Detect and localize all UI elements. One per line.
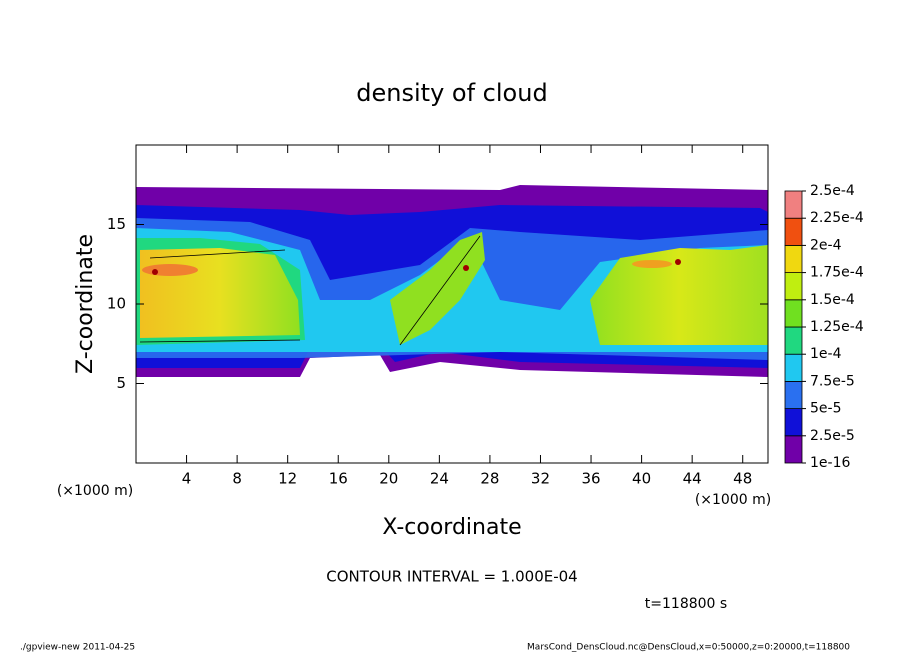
- x-tick-label: 12: [278, 470, 297, 488]
- x-tick-label: 32: [531, 470, 550, 488]
- colorbar-band: [784, 326, 803, 355]
- colorbar-label: 7.5e-5: [810, 373, 855, 389]
- y-tick-label: 5: [116, 374, 126, 392]
- colorbar-label: 1.25e-4: [810, 319, 864, 335]
- x-tick-label: 48: [733, 470, 752, 488]
- colorbar-band: [784, 353, 803, 382]
- footer-right: MarsCond_DensCloud.nc@DensCloud,x=0:5000…: [527, 643, 850, 653]
- time-note: t=118800 s: [645, 596, 727, 612]
- x-tick-label: 36: [581, 470, 600, 488]
- colorbar-band: [784, 272, 803, 301]
- chart-title: density of cloud: [356, 79, 547, 107]
- x-tick-label: 40: [632, 470, 651, 488]
- x-unit-right: (×1000 m): [695, 492, 771, 508]
- x-unit-left: (×1000 m): [57, 483, 133, 499]
- x-tick-label: 28: [480, 470, 499, 488]
- footer-left: ./gpview-new 2011-04-25: [20, 643, 135, 653]
- x-tick-label: 4: [182, 470, 192, 488]
- colorbar-band: [784, 244, 803, 273]
- x-axis-label: X-coordinate: [382, 515, 521, 540]
- x-tick-label: 24: [430, 470, 449, 488]
- y-tick-label: 15: [107, 215, 126, 233]
- colorbar-label: 1e-16: [810, 455, 850, 471]
- colorbar-band: [784, 408, 803, 437]
- colorbar-label: 2e-4: [810, 237, 842, 253]
- colorbar-label: 2.5e-5: [810, 428, 855, 444]
- x-tick-label: 44: [683, 470, 702, 488]
- colorbar-band: [784, 190, 803, 219]
- colorbar-label: 2.5e-4: [810, 183, 855, 199]
- field: [136, 185, 768, 377]
- colorbar-label: 1.5e-4: [810, 292, 855, 308]
- x-tick-label: 20: [379, 470, 398, 488]
- colorbar-band: [784, 435, 803, 464]
- y-axis-label: Z-coordinate: [73, 234, 98, 374]
- colorbar-band: [784, 380, 803, 409]
- x-tick-label: 8: [232, 470, 242, 488]
- colorbar-label: 1e-4: [810, 346, 842, 362]
- colorbar-label: 2.25e-4: [810, 210, 864, 226]
- x-tick-label: 16: [329, 470, 348, 488]
- colorbar-label: 1.75e-4: [810, 265, 864, 281]
- y-tick-label: 10: [107, 295, 126, 313]
- colorbar-label: 5e-5: [810, 401, 841, 417]
- colorbar-band: [784, 299, 803, 328]
- contour-note: CONTOUR INTERVAL = 1.000E-04: [326, 568, 577, 586]
- colorbar-band: [784, 217, 803, 246]
